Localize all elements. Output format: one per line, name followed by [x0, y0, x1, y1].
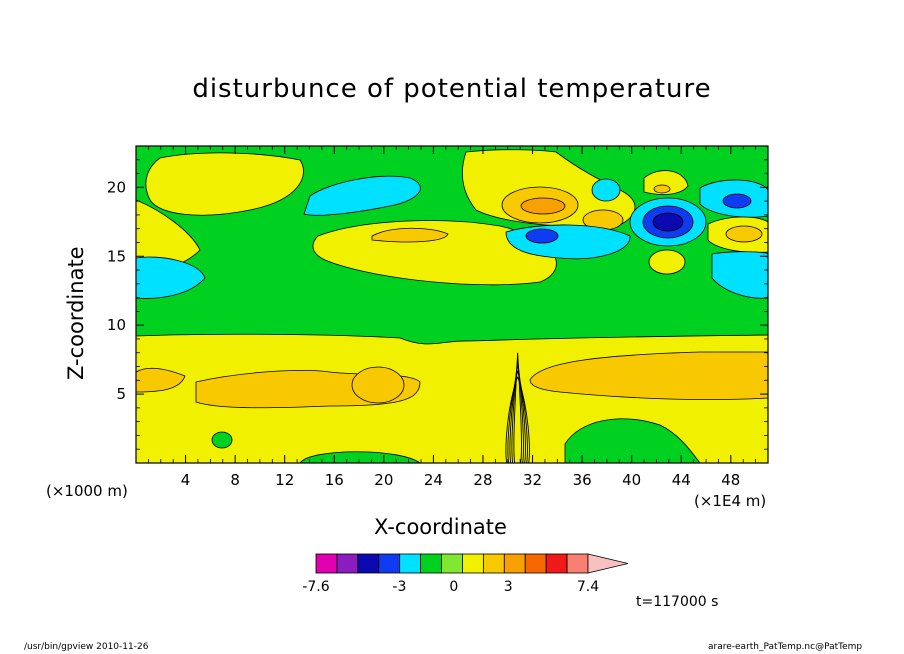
- x-tick-label: 36: [573, 471, 592, 489]
- x-tick-label: 44: [672, 471, 691, 489]
- x-tick-label: 24: [424, 471, 443, 489]
- field-warm-blob: [351, 366, 405, 404]
- x-tick-label: 28: [473, 471, 492, 489]
- colorbar-label: -3: [392, 579, 406, 595]
- field-warm-right: [529, 351, 768, 401]
- colorbar-swatch: [315, 553, 338, 574]
- plume-contour: [507, 370, 528, 463]
- field-warm-core2: [520, 197, 566, 215]
- x-tick-label: 32: [523, 471, 542, 489]
- footer-right: arare-earth_PatTemp.nc@PatTemp: [708, 642, 863, 652]
- plot-frame: [135, 145, 769, 464]
- field-warm-edge: [136, 367, 186, 393]
- field-cool-right-edge: [711, 251, 768, 299]
- x-scale-note: (×1E4 m): [694, 492, 767, 510]
- colorbar-swatch: [503, 553, 526, 574]
- colorbar-swatch: [441, 553, 463, 574]
- colorbar-swatch: [357, 553, 380, 574]
- colorbar-swatch: [378, 553, 401, 574]
- y-tick-label: 20: [107, 178, 126, 196]
- y-tick-label: 15: [107, 247, 126, 265]
- field-warm-top-core: [653, 184, 671, 194]
- colorbar-label: 0: [449, 579, 458, 595]
- x-axis-label: X-coordinate: [374, 515, 507, 539]
- chart-title: disturbunce of potential temperature: [192, 74, 712, 104]
- field-cold-main3: [652, 212, 684, 232]
- field-cool-upper: [303, 175, 421, 216]
- field-cold-top-right: [722, 193, 752, 209]
- x-tick-label: 4: [181, 471, 191, 489]
- colorbar-swatch: [462, 553, 484, 574]
- colorbar-swatch: [420, 553, 442, 574]
- x-tick-label: 8: [230, 471, 240, 489]
- x-tick-label: 48: [721, 471, 740, 489]
- field-green-floor: [299, 451, 421, 463]
- field-cool-left: [136, 256, 206, 299]
- field-green-dot: [211, 431, 233, 449]
- contour-fields: [136, 146, 768, 463]
- colorbar-arrow: [587, 553, 629, 574]
- colorbar-label: -7.6: [302, 579, 329, 595]
- field-warm-dot: [648, 249, 686, 275]
- x-tick-label: 16: [325, 471, 344, 489]
- field-cool-small: [591, 178, 621, 202]
- x-tick-label: 20: [374, 471, 393, 489]
- field-cold-core: [525, 228, 559, 244]
- y-tick-label: 5: [116, 385, 126, 403]
- colorbar-swatch: [524, 553, 547, 574]
- field-warm-right-core: [725, 225, 763, 243]
- field-warm-mid-core: [371, 227, 449, 243]
- footer-left: /usr/bin/gpview 2010-11-26: [24, 642, 149, 652]
- field-upper-left: [145, 152, 304, 216]
- colorbar-label: 3: [504, 579, 513, 595]
- time-annotation: t=117000 s: [636, 594, 719, 610]
- x-unit-note: (×1000 m): [46, 482, 128, 500]
- plume-contour: [505, 376, 530, 463]
- field-green-lower: [564, 418, 701, 463]
- x-tick-label: 40: [622, 471, 641, 489]
- x-tick-label: 12: [275, 471, 294, 489]
- colorbar-swatch: [482, 553, 505, 574]
- y-tick-label: 10: [107, 316, 126, 334]
- colorbar-swatch: [399, 553, 422, 574]
- y-axis-label: Z-coordinate: [64, 246, 88, 380]
- colorbar-swatch: [545, 553, 568, 574]
- colorbar-label: 7.4: [577, 579, 599, 595]
- colorbar-swatch: [336, 553, 359, 574]
- colorbar-swatch: [566, 553, 589, 574]
